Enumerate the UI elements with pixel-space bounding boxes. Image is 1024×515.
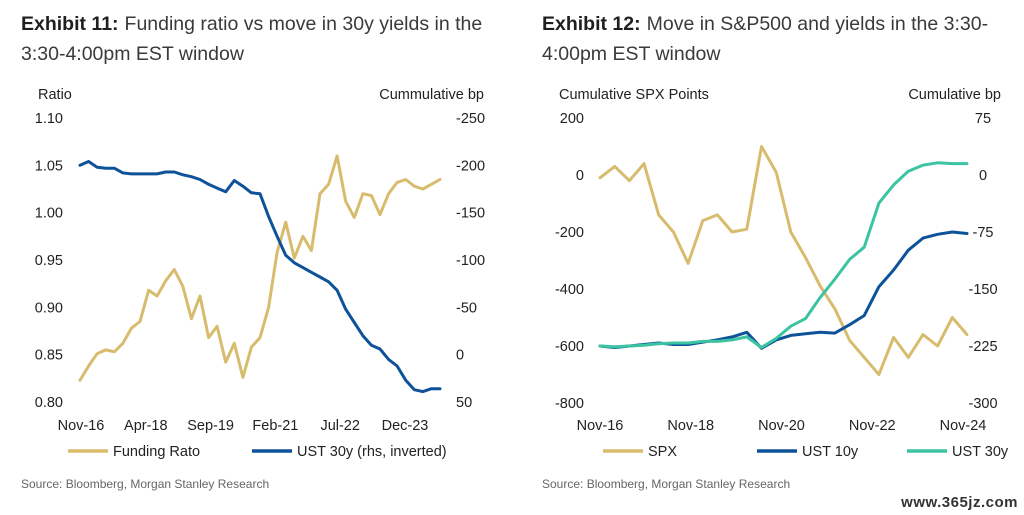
chart12-ylabel-left: Cumulative SPX Points (559, 87, 709, 103)
chart12-series-line-3 (598, 161, 969, 349)
chart11-y-right-tick: -50 (456, 300, 477, 316)
chart12-x-tick: Nov-20 (758, 418, 805, 434)
chart12-y-left-tick: -400 (555, 282, 584, 298)
chart11-x-tick: Feb-21 (252, 418, 298, 434)
chart12-y-left-tick: -800 (555, 396, 584, 412)
exhibit-12-source: Source: Bloomberg, Morgan Stanley Resear… (542, 477, 791, 491)
chart12-x-tick: Nov-24 (940, 418, 987, 434)
chart11-x-tick: Apr-18 (124, 418, 168, 434)
chart12-y-left-tick: 0 (576, 168, 584, 184)
chart12-y-left-tick: -200 (555, 225, 584, 241)
chart12-series-line-1 (598, 145, 969, 376)
exhibit-11: Exhibit 11: Funding ratio vs move in 30y … (0, 0, 500, 515)
chart-12-svg: Cumulative SPX Points Cumulative bp 200 0 -2… (555, 87, 1009, 460)
chart12-legend-label: UST 30y (952, 444, 1009, 460)
chart11-y-right-tick: -250 (456, 111, 485, 127)
exhibit-12-label: Exhibit 12: (542, 13, 641, 35)
chart12-y-right-tick: 75 (975, 111, 991, 127)
chart11-x-tick: Jul-22 (320, 418, 360, 434)
exhibit-11-label: Exhibit 11: (21, 13, 119, 35)
chart11-legend-label: Funding Rato (113, 444, 200, 460)
chart11-series-line-2 (78, 160, 442, 394)
chart11-x-tick: Nov-16 (58, 418, 105, 434)
chart12-y-right-tick: -150 (968, 282, 997, 298)
chart11-y-left-tick: 1.10 (35, 111, 63, 127)
chart12-y-right-tick: -75 (973, 225, 994, 241)
chart11-y-right-tick: -100 (456, 253, 485, 269)
chart11-x-tick: Dec-23 (382, 418, 429, 434)
chart11-ylabel-right: Cummulative bp (379, 87, 484, 103)
exhibit-12: Exhibit 12: Move in S&P500 and yields in … (521, 0, 1021, 515)
exhibit-11-title-text: Funding ratio vs move in 30y yields in t… (21, 13, 483, 65)
exhibit-12-title: Exhibit 12: Move in S&P500 and yields in … (542, 9, 1012, 69)
chart12-ylabel-right: Cumulative bp (908, 87, 1001, 103)
watermark: www.365jz.com (901, 494, 1018, 511)
chart11-y-left-tick: 1.05 (35, 158, 63, 174)
chart-11-svg: Ratio Cummulative bp 1.10 1.05 1.00 0.95 0.90 0… (35, 87, 485, 460)
chart12-y-right-tick: -225 (968, 339, 997, 355)
chart11-y-left-tick: 0.95 (35, 253, 63, 269)
chart11-y-left-tick: 0.90 (35, 300, 63, 316)
chart12-y-left-tick: -600 (555, 339, 584, 355)
chart11-y-right-tick: 0 (456, 348, 464, 364)
chart11-y-right-tick: -150 (456, 206, 485, 222)
chart11-ylabel-left: Ratio (38, 87, 72, 103)
chart12-y-right-tick: -300 (968, 396, 997, 412)
chart12-legend-label: UST 10y (802, 444, 859, 460)
chart12-x-tick: Nov-18 (667, 418, 714, 434)
chart12-legend-label: SPX (648, 444, 677, 460)
exhibit-12-title-text: Move in S&P500 and yields in the 3:30-4:… (542, 13, 989, 65)
chart11-y-left-tick: 0.85 (35, 348, 63, 364)
chart11-y-right-tick: 50 (456, 395, 472, 411)
chart12-x-tick: Nov-22 (849, 418, 896, 434)
chart11-y-left-tick: 0.80 (35, 395, 63, 411)
chart11-y-left-tick: 1.00 (35, 206, 63, 222)
chart12-y-left-tick: 200 (560, 111, 584, 127)
exhibit-11-title: Exhibit 11: Funding ratio vs move in 30y … (21, 9, 491, 69)
chart11-x-tick: Sep-19 (187, 418, 234, 434)
chart12-x-tick: Nov-16 (577, 418, 624, 434)
exhibit-11-source: Source: Bloomberg, Morgan Stanley Resear… (21, 477, 270, 491)
chart11-y-right-tick: -200 (456, 158, 485, 174)
chart11-series-line-1 (78, 154, 442, 382)
chart12-y-right-tick: 0 (979, 168, 987, 184)
chart11-legend-label: UST 30y (rhs, inverted) (297, 444, 447, 460)
